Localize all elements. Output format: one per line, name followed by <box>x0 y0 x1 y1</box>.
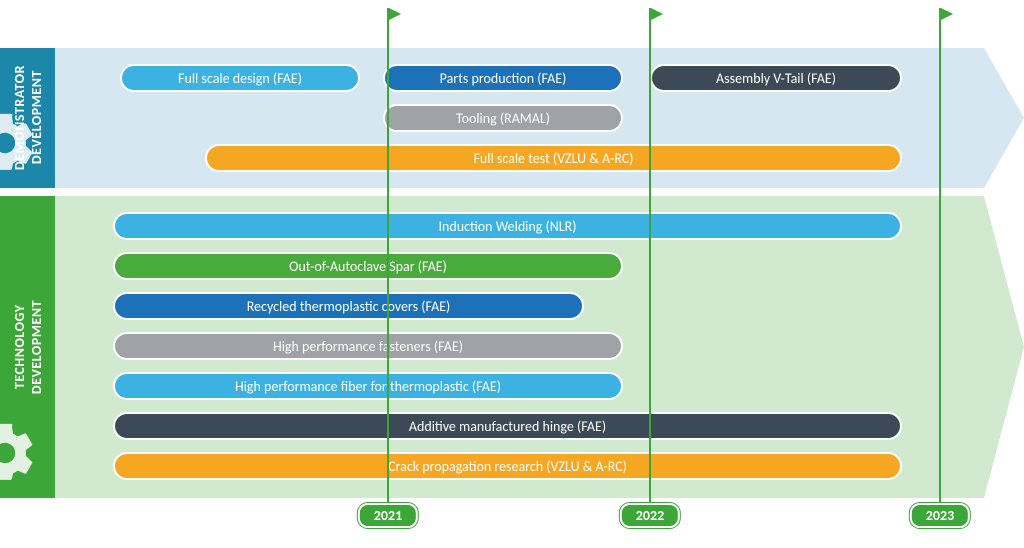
timeline-bar: Full scale test (VZLU & A-RC) <box>205 144 902 172</box>
timeline-bar: Tooling (RAMAL) <box>383 104 623 132</box>
timeline-bar: Recycled thermoplastic covers (FAE) <box>113 292 584 320</box>
timeline-bar: Crack propagation research (VZLU & A-RC) <box>113 452 902 480</box>
lane-title: TECHNOLOGYDEVELOPMENT <box>11 300 45 394</box>
timeline-bar: High performance fasteners (FAE) <box>113 332 623 360</box>
year-pill: 2023 <box>910 503 970 528</box>
swimlane-demo: DEMONSTRATORDEVELOPMENT Full scale design… <box>0 48 1024 188</box>
milestone-flag-icon <box>387 8 409 28</box>
timeline-bar: Parts production (FAE) <box>383 64 623 92</box>
milestone-line <box>649 26 651 502</box>
lane-header: TECHNOLOGYDEVELOPMENT <box>0 196 55 498</box>
milestone-line <box>387 26 389 502</box>
lane-body: Full scale design (FAE) Parts production … <box>55 48 1024 188</box>
timeline-bar: Assembly V-Tail (FAE) <box>650 64 902 92</box>
lane-title: DEMONSTRATORDEVELOPMENT <box>11 65 45 170</box>
lane-body: Induction Welding (NLR) Out-of-Autoclave … <box>55 196 1024 498</box>
milestone-flag-icon <box>939 8 961 28</box>
timeline-bar: Full scale design (FAE) <box>120 64 360 92</box>
milestone-line <box>939 26 941 502</box>
milestone-flag-icon <box>649 8 671 28</box>
swimlane-tech: TECHNOLOGYDEVELOPMENT Induction Welding (… <box>0 196 1024 498</box>
timeline-bar: High performance fiber for thermoplastic… <box>113 372 623 400</box>
lane-header: DEMONSTRATORDEVELOPMENT <box>0 48 55 188</box>
year-pill: 2021 <box>358 503 418 528</box>
year-pill: 2022 <box>620 503 680 528</box>
timeline-bar: Additive manufactured hinge (FAE) <box>113 412 902 440</box>
timeline-bar: Induction Welding (NLR) <box>113 212 902 240</box>
timeline-bar: Out-of-Autoclave Spar (FAE) <box>113 252 623 280</box>
